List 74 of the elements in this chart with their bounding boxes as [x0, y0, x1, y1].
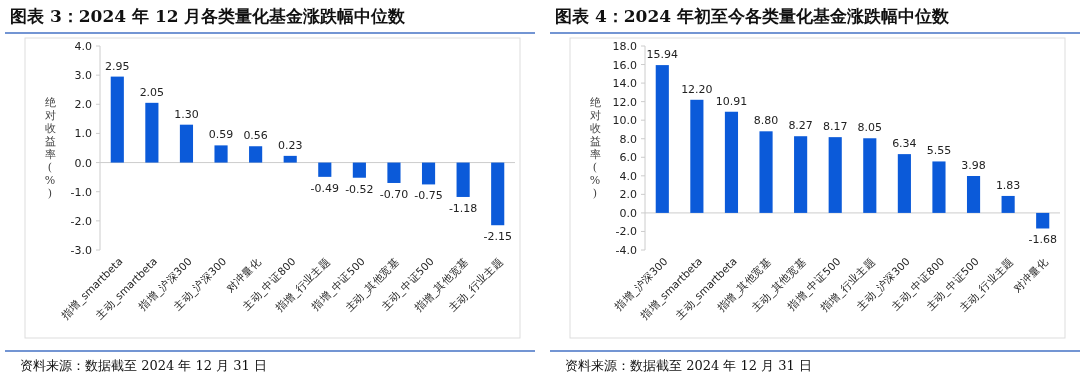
- bar: [794, 136, 808, 213]
- bar: [318, 162, 332, 177]
- y-tick-label: 12.0: [612, 95, 637, 109]
- text: 资料来源：数据截至 2024 年 12 月 31 日: [565, 358, 812, 373]
- bar: [863, 138, 877, 213]
- data-label: -2.15: [483, 230, 512, 244]
- bar: [966, 176, 981, 213]
- y-tick-label: 1.0: [74, 127, 92, 141]
- bar: [491, 162, 505, 226]
- data-label: -1.68: [1028, 233, 1057, 247]
- bar: [655, 65, 669, 213]
- bar: [1036, 212, 1050, 229]
- bar: [759, 131, 773, 213]
- bar: [283, 155, 297, 163]
- data-label: -0.52: [345, 182, 374, 196]
- data-label: -0.70: [379, 187, 409, 201]
- data-label: 3.98: [961, 159, 986, 172]
- y-tick-label: -2.0: [615, 225, 637, 239]
- bar: [724, 111, 739, 213]
- data-label: 8.80: [753, 114, 779, 128]
- y-tick-label: 3.0: [74, 69, 92, 83]
- y-tick-label: 18.0: [612, 40, 637, 53]
- y-tick-label: -3.0: [70, 244, 92, 257]
- data-label: 8.17: [822, 120, 848, 134]
- chart-title: 图表 4：2024 年初至今各类量化基金涨跌幅中位数: [555, 6, 950, 26]
- bar: [145, 102, 159, 163]
- data-label: 0.56: [243, 129, 268, 143]
- data-label: 12.20: [681, 82, 713, 96]
- data-label: 6.34: [892, 137, 917, 151]
- data-label: 15.94: [646, 48, 679, 62]
- y-tick-label: 6.0: [619, 151, 637, 165]
- y-tick-label: 2.0: [74, 98, 92, 112]
- y-axis-title: 绝对收益率(%): [44, 96, 56, 200]
- bar: [690, 99, 704, 213]
- data-label: 8.05: [857, 121, 883, 135]
- bar: [387, 162, 401, 183]
- y-tick-label: 4.0: [619, 169, 637, 183]
- data-label: 8.27: [788, 119, 813, 133]
- data-label: 2.05: [139, 85, 165, 99]
- bar: [932, 161, 946, 213]
- y-tick-label: 4.0: [74, 40, 92, 53]
- text: 资料来源：数据截至 2024 年 12 月 31 日: [20, 358, 267, 373]
- data-label: -1.18: [448, 201, 478, 215]
- data-label: 0.23: [277, 138, 303, 152]
- bar: [456, 162, 470, 197]
- y-tick-label: 16.0: [612, 58, 637, 72]
- y-tick-label: -1.0: [70, 185, 92, 199]
- y-tick-label: 10.0: [612, 114, 637, 128]
- bar: [828, 137, 842, 213]
- data-label: 1.83: [995, 178, 1021, 192]
- y-tick-label: -4.0: [615, 244, 637, 257]
- y-tick-label: 0.0: [74, 156, 92, 170]
- chart-title: 图表 3：2024 年 12 月各类量化基金涨跌幅中位数: [10, 6, 407, 26]
- data-label: 5.55: [926, 144, 952, 158]
- data-label: -0.49: [310, 181, 340, 195]
- bar: [897, 154, 911, 213]
- y-tick-label: 14.0: [612, 77, 637, 91]
- data-label: 10.91: [715, 94, 748, 108]
- bar: [352, 162, 366, 178]
- data-label: 1.30: [174, 107, 199, 121]
- y-tick-label: -2.0: [70, 214, 92, 228]
- y-axis-title: 绝对收益率(%): [589, 96, 601, 200]
- bar: [249, 146, 263, 163]
- bar: [1001, 195, 1015, 213]
- bar: [179, 124, 194, 163]
- data-label: -0.75: [414, 189, 443, 203]
- y-tick-label: 0.0: [619, 206, 637, 220]
- bar: [421, 162, 436, 185]
- data-label: 2.95: [105, 59, 130, 73]
- bar: [110, 76, 124, 163]
- data-label: 0.59: [208, 128, 234, 142]
- y-tick-label: 8.0: [619, 132, 637, 146]
- y-tick-label: 2.0: [619, 188, 637, 202]
- bar: [214, 145, 228, 163]
